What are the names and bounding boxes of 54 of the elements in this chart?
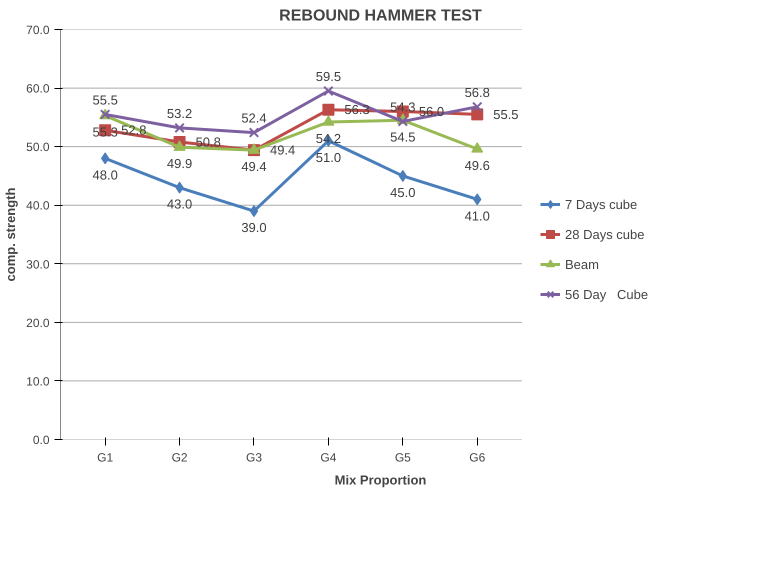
data-label: 49.9 [166,156,192,172]
data-label: 56.8 [464,84,490,100]
data-label: 54.5 [390,129,416,144]
data-label: 49.4 [241,159,267,174]
point [248,127,260,138]
y-tick-label: 20.0 [26,316,50,330]
point [471,142,484,153]
data-label: 43.0 [166,196,192,212]
data-label: 56.3 [344,102,370,118]
data-label: 55.5 [493,106,519,122]
y-tick-label: 30.0 [26,257,50,272]
x-tick-label: G4 [320,450,337,464]
point [322,104,334,116]
point [248,143,260,154]
data-label: 51.0 [316,150,342,165]
legend-label: Beam [565,256,599,272]
y-axis-title: comp. strength [3,187,18,282]
data-label: 52.4 [241,110,267,126]
point [100,152,110,164]
data-label: 39.0 [241,220,267,236]
x-axis-title: Mix Proportion [334,472,426,488]
y-tick-label: 50.0 [26,140,50,154]
point [250,205,258,218]
y-tick-label: 0.0 [32,433,50,447]
x-tick-label: G2 [172,450,188,464]
legend-label: 7 Days cube [565,196,638,212]
point [471,108,484,120]
x-tick-label: G6 [469,450,486,464]
data-label: 59.5 [316,69,342,84]
chart-title: REBOUND HAMMER TEST [279,8,482,24]
y-tick-label: 40.0 [26,198,50,213]
data-label: 53.2 [166,106,192,121]
legend-label: 56 Day Cube [565,286,648,302]
point [174,140,186,151]
point [175,182,184,194]
point [323,86,334,96]
data-label: 49.4 [270,142,296,158]
y-tick-label: 10.0 [26,374,50,388]
data-label: 55.5 [92,92,118,108]
point [472,102,482,112]
legend-label: 28 Days cube [565,226,644,242]
point [322,115,334,126]
data-label: 45.0 [390,184,416,200]
data-label: 56.0 [418,104,444,119]
point [398,116,408,127]
point [174,122,185,134]
x-tick-label: G1 [97,450,114,464]
y-tick-label: 70.0 [26,23,50,37]
data-label: 41.0 [464,208,490,224]
data-label: 49.6 [464,158,490,173]
data-label: 48.0 [92,167,118,182]
x-tick-label: G3 [246,450,262,464]
y-tick-label: 60.0 [26,82,50,96]
x-tick-label: G5 [394,450,412,464]
